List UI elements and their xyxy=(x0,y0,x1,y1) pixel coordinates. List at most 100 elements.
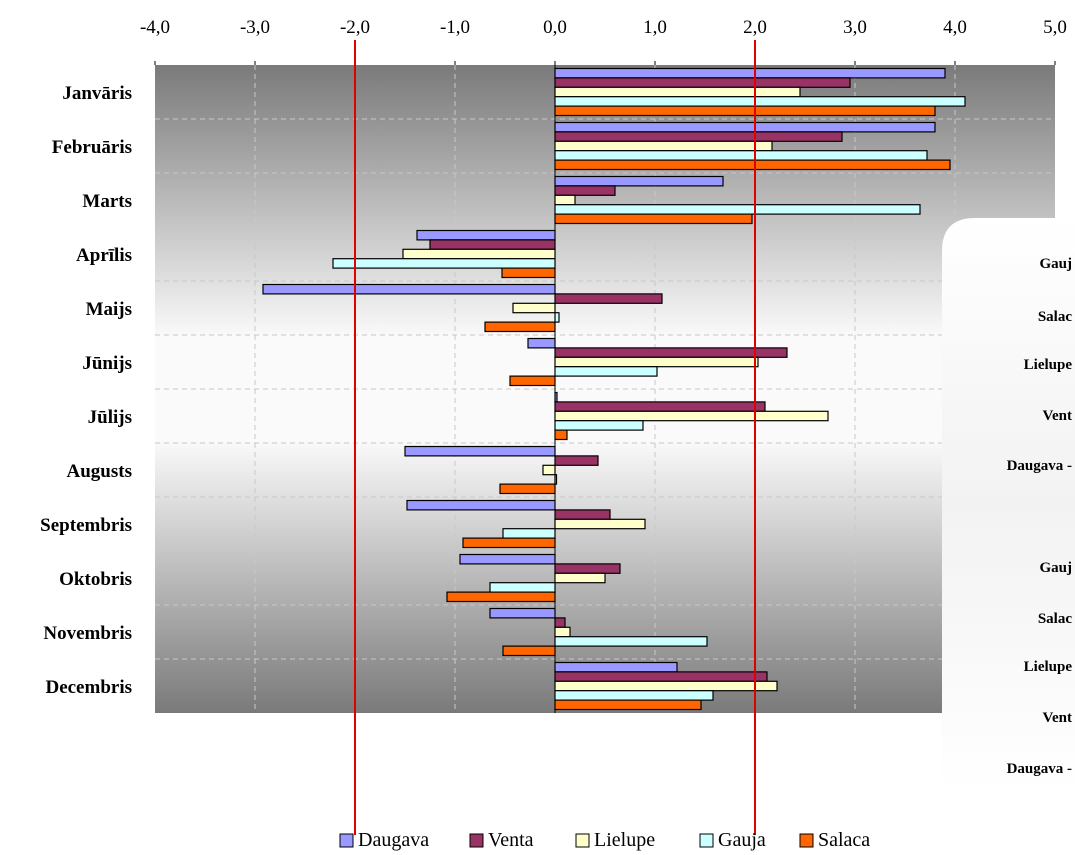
bar-venta-8 xyxy=(554,509,611,520)
bar-gauja-2 xyxy=(554,204,921,215)
bar-daugava-2 xyxy=(554,175,724,187)
bar-gauja-3 xyxy=(332,258,556,269)
x-tick-label: 5,0 xyxy=(1043,17,1067,38)
bar-gauja-5 xyxy=(554,366,658,377)
x-tick-label: -3,0 xyxy=(240,17,270,38)
bar-salaca-8 xyxy=(462,537,556,549)
bar-salaca-0 xyxy=(554,105,936,117)
side-panel-label: Lielupe xyxy=(1024,659,1073,675)
bar-lielupe-0 xyxy=(554,86,801,98)
x-tick-label: 1,0 xyxy=(643,17,667,38)
legend-swatch-daugava xyxy=(339,833,354,848)
bar-daugava-4 xyxy=(262,283,556,295)
category-label: Jūnijs xyxy=(82,353,132,374)
side-panel-label: Gauj xyxy=(1039,256,1072,272)
bar-lielupe-6 xyxy=(554,410,829,422)
bar-daugava-1 xyxy=(554,121,936,133)
legend-swatch-salaca xyxy=(799,833,814,848)
category-label: Oktobris xyxy=(59,569,132,590)
category-label: Marts xyxy=(82,191,132,212)
x-tick-label: -4,0 xyxy=(140,17,170,38)
bar-lielupe-8 xyxy=(554,518,646,530)
bar-venta-5 xyxy=(554,347,788,358)
legend-swatch-lielupe xyxy=(575,833,590,848)
bar-daugava-0 xyxy=(554,67,946,79)
bar-venta-9 xyxy=(554,563,621,574)
side-panel-label: Daugava - xyxy=(1007,458,1072,474)
bar-venta-6 xyxy=(554,401,766,412)
bar-salaca-4 xyxy=(484,321,556,333)
x-tick-label: -1,0 xyxy=(440,17,470,38)
legend-label-lielupe: Lielupe xyxy=(594,829,655,851)
bar-venta-2 xyxy=(554,185,616,196)
bar-gauja-10 xyxy=(554,636,708,647)
side-panel-label: Gauj xyxy=(1039,560,1072,576)
category-label: Jūlijs xyxy=(88,407,132,428)
side-panel-label: Vent xyxy=(1043,710,1072,726)
bar-gauja-6 xyxy=(554,420,644,431)
x-tick-label: 0,0 xyxy=(543,17,567,38)
legend-label-venta: Venta xyxy=(488,829,534,851)
bar-lielupe-10 xyxy=(554,626,571,638)
x-tick-labels: -4,0 -3,0 -2,0 -1,0 0,0 1,0 2,0 3,0 4,0 5,0 xyxy=(140,17,1067,38)
side-panel-label: Vent xyxy=(1043,408,1072,424)
category-label: Janvāris xyxy=(62,83,132,104)
side-panel-label: Lielupe xyxy=(1024,357,1073,373)
bar-venta-10 xyxy=(554,617,566,628)
bar-venta-3 xyxy=(429,239,556,250)
bar-gauja-0 xyxy=(554,96,966,107)
bar-venta-0 xyxy=(554,77,851,88)
bar-daugava-5 xyxy=(527,337,556,349)
legend: Daugava Venta Lielupe Gauja Salaca xyxy=(339,829,870,851)
x-tick-label: 4,0 xyxy=(943,17,967,38)
category-label: Augusts xyxy=(67,461,132,482)
legend-label-salaca: Salaca xyxy=(818,829,870,851)
side-panel-label: Daugava - xyxy=(1007,761,1072,777)
bar-lielupe-3 xyxy=(402,248,556,260)
category-label: Aprīlis xyxy=(76,245,132,266)
bar-lielupe-5 xyxy=(554,356,759,368)
category-label: Februāris xyxy=(52,137,132,158)
bar-gauja-4 xyxy=(554,312,560,323)
bar-venta-11 xyxy=(554,671,768,682)
bar-venta-4 xyxy=(554,293,663,304)
bar-salaca-3 xyxy=(501,267,556,279)
side-panel xyxy=(942,218,1075,790)
bar-daugava-10 xyxy=(489,607,556,619)
bar-salaca-7 xyxy=(499,483,556,495)
side-panel-label: Salac xyxy=(1038,309,1073,325)
bar-lielupe-9 xyxy=(554,572,606,584)
bar-salaca-1 xyxy=(554,159,951,171)
bar-venta-7 xyxy=(554,455,599,466)
x-tick-label: 3,0 xyxy=(843,17,867,38)
bar-daugava-7 xyxy=(404,445,556,457)
x-tick-label: -2,0 xyxy=(340,17,370,38)
bar-lielupe-1 xyxy=(554,140,773,152)
grid-lines xyxy=(155,65,1055,713)
bar-gauja-11 xyxy=(554,690,714,701)
bar-gauja-8 xyxy=(502,528,556,539)
legend-label-daugava: Daugava xyxy=(358,829,429,851)
reference-lines xyxy=(354,40,756,835)
bar-salaca-11 xyxy=(554,699,702,711)
bar-daugava-3 xyxy=(416,229,556,241)
legend-swatch-venta xyxy=(469,833,484,848)
category-labels: Janvāris Februāris Marts Aprīlis Maijs Jūnijs… xyxy=(40,83,132,698)
side-panel-label: Salac xyxy=(1038,611,1073,627)
side-panel-labels: Gauj Salac Lielupe Vent Daugava - Gauj Salac Li… xyxy=(1007,256,1073,777)
bar-daugava-11 xyxy=(554,661,678,673)
category-label: Novembris xyxy=(43,623,132,644)
bar-salaca-6 xyxy=(554,429,568,441)
legend-swatch-gauja xyxy=(699,833,714,848)
legend-label-gauja: Gauja xyxy=(718,829,766,851)
bar-salaca-10 xyxy=(502,645,556,657)
bar-daugava-8 xyxy=(406,499,556,511)
bar-lielupe-4 xyxy=(512,302,556,314)
bar-daugava-9 xyxy=(459,553,556,565)
bar-lielupe-2 xyxy=(554,194,576,206)
bar-gauja-9 xyxy=(489,582,556,593)
bar-salaca-2 xyxy=(554,213,753,225)
bar-lielupe-7 xyxy=(542,464,556,476)
category-label: Maijs xyxy=(86,299,132,320)
